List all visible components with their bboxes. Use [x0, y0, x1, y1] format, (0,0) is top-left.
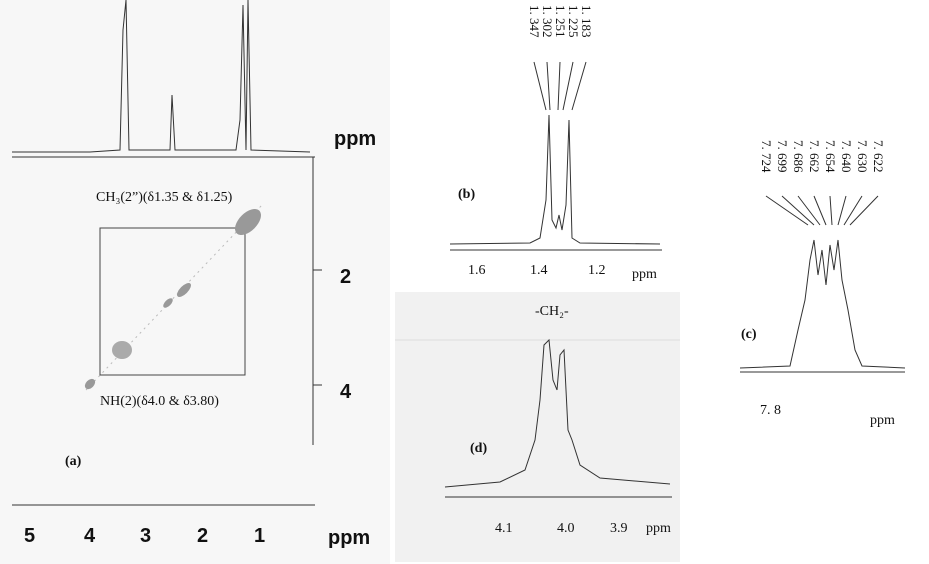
spectrum — [739, 239, 906, 369]
cross-peak-box — [99, 227, 246, 376]
panel-label: (b) — [458, 187, 475, 202]
panel-d: -CH₂- (d) 4.1 4.0 3.9 ppm — [395, 292, 680, 562]
x-tick-label: 5 — [24, 525, 35, 547]
peak-label: 7. 630 — [855, 140, 870, 173]
panel-c: 7. 724 7. 699 7. 686 7. 662 7. 654 7. 64… — [739, 140, 906, 428]
projection-spectrum — [12, 0, 311, 153]
panel-label: (d) — [470, 441, 487, 456]
peak-leaders — [765, 195, 879, 226]
peak — [112, 341, 132, 359]
peak-leaders — [533, 61, 587, 111]
diagonal — [85, 204, 263, 391]
peak-label: 7. 686 — [791, 140, 806, 173]
x-tick-label: 2 — [197, 525, 208, 547]
x-tick-label: 4.1 — [495, 521, 513, 536]
x-tick-label: 1.4 — [530, 263, 548, 278]
panel-a: CH₃(2”)(δ1.35 & δ1.25) NH(2)(δ4.0 & δ3.8… — [0, 0, 390, 564]
peak-label: 7. 654 — [823, 140, 838, 173]
peak-label: 7. 724 — [759, 140, 774, 173]
spectrum — [449, 114, 661, 245]
x-tick-label: 4.0 — [557, 521, 575, 536]
x-tick-label: 7. 8 — [760, 403, 781, 418]
x-tick-label: 3.9 — [610, 521, 628, 536]
axis-unit: ppm — [334, 128, 376, 150]
peak-label: 1. 251 — [553, 5, 568, 38]
axis-unit: ppm — [632, 267, 657, 282]
x-tick-label: 1.6 — [468, 263, 486, 278]
axis-unit: ppm — [328, 527, 370, 549]
panel-bg — [0, 0, 390, 564]
annotation: CH₃(2”)(δ1.35 & δ1.25) — [96, 190, 233, 205]
y-tick-label: 4 — [340, 381, 352, 403]
peak-label: 7. 699 — [775, 140, 790, 173]
x-tick-label: 1 — [254, 525, 265, 547]
x-tick-label: 4 — [84, 525, 96, 547]
x-tick-label: 3 — [140, 525, 151, 547]
peak-label: 7. 662 — [807, 140, 822, 173]
peak-label: 1. 302 — [540, 5, 555, 38]
peak-label: 1. 183 — [579, 5, 594, 38]
panel-label: (a) — [65, 454, 82, 469]
spectrum — [444, 338, 671, 488]
panel-title: -CH₂- — [535, 304, 569, 319]
y-tick-label: 2 — [340, 266, 351, 288]
peak-label: 7. 640 — [839, 140, 854, 173]
annotation: NH(2)(δ4.0 & δ3.80) — [100, 394, 219, 409]
peak-label: 1. 347 — [527, 5, 542, 38]
panel-bg — [395, 292, 680, 562]
axis-unit: ppm — [646, 521, 671, 536]
peak — [84, 378, 96, 390]
peak — [177, 283, 191, 297]
panel-b: 1. 347 1. 302 1. 251 1. 225 1. 183 (b) 1… — [449, 5, 662, 282]
axis-unit: ppm — [870, 413, 895, 428]
peak — [163, 298, 173, 308]
x-tick-label: 1.2 — [588, 263, 606, 278]
peak-label: 1. 225 — [566, 5, 581, 38]
panel-label: (c) — [741, 327, 757, 342]
peak — [235, 209, 261, 235]
peak-label: 7. 622 — [871, 140, 886, 173]
